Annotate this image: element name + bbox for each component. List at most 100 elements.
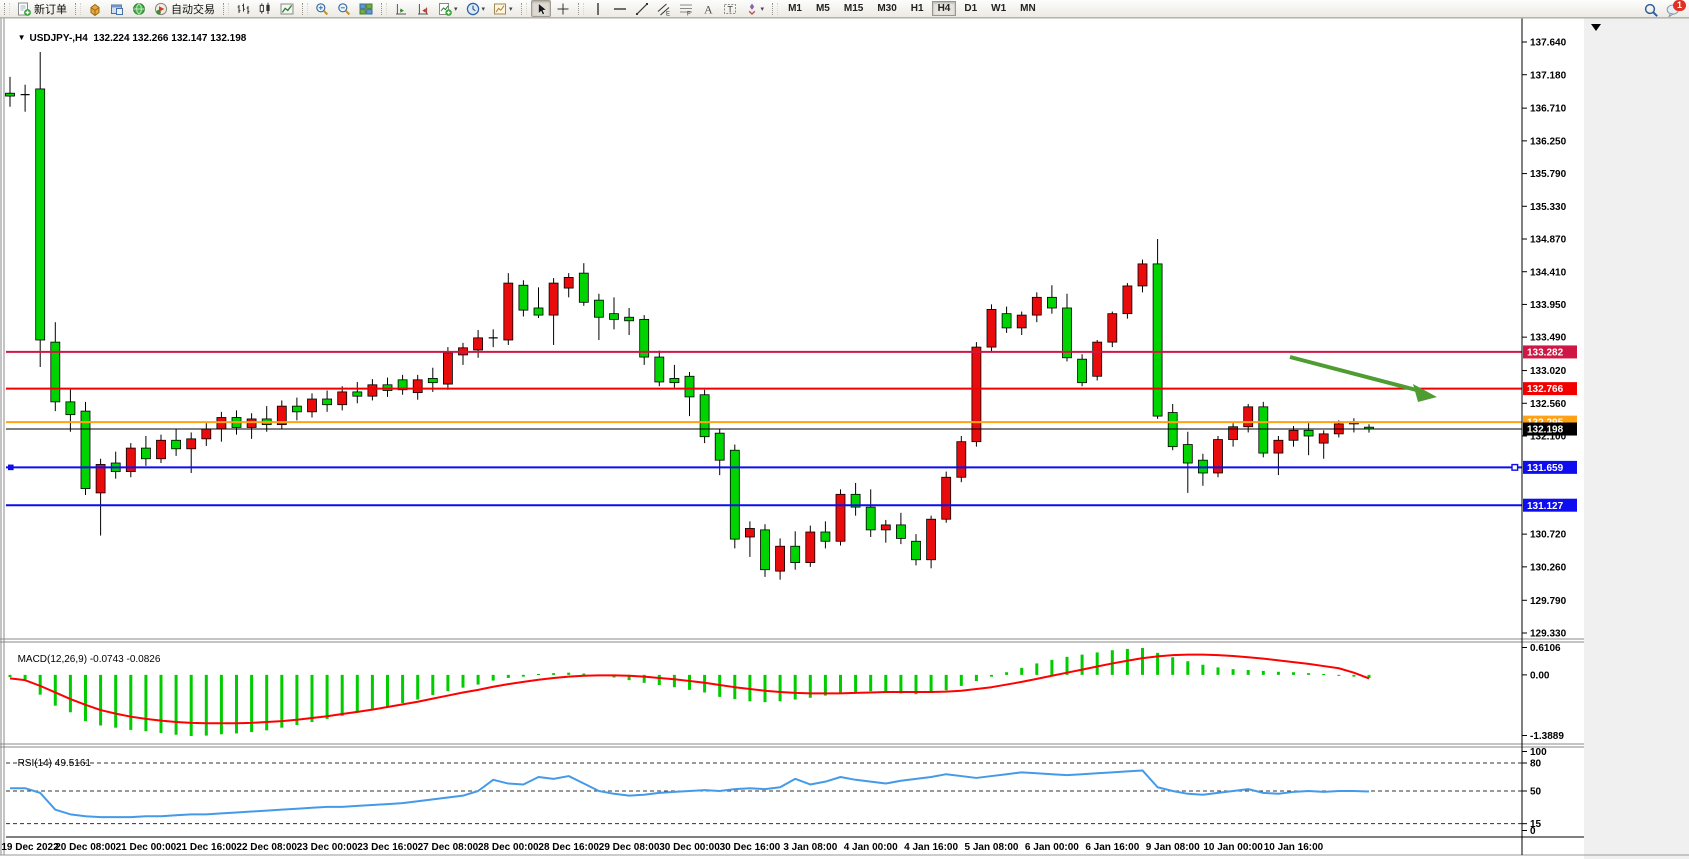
toolbar-zoom-in-button[interactable] <box>312 0 332 17</box>
chart-shift-marker[interactable] <box>1591 24 1601 31</box>
toolbar-group-grip <box>772 2 779 15</box>
toolbar-auto-trading-button[interactable]: 自动交易 <box>151 0 218 17</box>
window-icon <box>111 4 123 15</box>
support-line-upper-handle-left[interactable] <box>8 464 14 471</box>
toolbar-crosshair-button[interactable] <box>553 0 573 17</box>
chevron-down-icon[interactable]: ▼ <box>17 33 26 42</box>
toolbar-auto-trading-label: 自动交易 <box>171 3 215 16</box>
auto-scroll-icon <box>396 3 406 14</box>
chevron-down-icon[interactable]: ▾ <box>509 5 513 13</box>
macd-histogram-bar <box>295 674 299 726</box>
toolbar-line-chart-mode-button[interactable] <box>277 0 297 17</box>
down-trend-arrow[interactable] <box>1289 355 1425 394</box>
candle-body <box>1152 263 1163 417</box>
toolbar-vertical-line-tool-button[interactable] <box>588 0 608 17</box>
toolbar-text-tool-button[interactable]: A <box>698 0 718 17</box>
timeframe-M30-button[interactable]: M30 <box>877 3 897 14</box>
macd-histogram-bar <box>552 673 556 675</box>
toolbar-templates-button[interactable]: ▾ <box>490 0 516 17</box>
toolbar-market-window-button[interactable] <box>107 0 127 17</box>
price-tick-label: 130.260 <box>1530 562 1567 573</box>
chevron-down-icon[interactable]: ▾ <box>481 5 486 13</box>
notification-badge: 1 <box>1673 0 1686 11</box>
macd-histogram-bar <box>355 674 359 713</box>
support-line-upper-handle-right[interactable] <box>1511 463 1519 471</box>
candle-body <box>563 277 574 289</box>
timeframe-M1-button[interactable]: M1 <box>788 3 802 14</box>
macd-histogram-bar <box>990 674 993 677</box>
toolbar-periods-button[interactable]: ▾ <box>463 0 489 17</box>
candle-body <box>1318 433 1329 444</box>
resistance-line-lower-price-tag-label: 132.766 <box>1527 384 1564 395</box>
toolbar-search-button[interactable] <box>1641 1 1661 18</box>
candle-body <box>699 394 710 438</box>
chevron-down-icon[interactable]: ▾ <box>760 5 765 13</box>
toolbar-group-grip <box>577 2 584 15</box>
toolbar-bar-chart-mode-button[interactable] <box>233 0 253 17</box>
toolbar-horizontal-line-tool-button[interactable] <box>610 0 630 17</box>
macd-indicator-label: MACD(12,26,9) -0.0743 -0.0826 <box>12 643 161 665</box>
toolbar-zoom-out-button[interactable] <box>334 0 354 17</box>
toolbar-chat-button[interactable]: 1 <box>1663 0 1686 18</box>
time-axis-label: 4 Jan 00:00 <box>844 842 898 853</box>
svg-text:T: T <box>727 4 733 14</box>
macd-histogram-bar <box>1035 663 1039 675</box>
timeframe-M15-button[interactable]: M15 <box>843 3 864 14</box>
toolbar-trend-line-tool-button[interactable] <box>632 0 652 17</box>
toolbar-equidistant-channel-tool-button[interactable]: E <box>654 0 674 17</box>
timeframe-H1-button[interactable]: H1 <box>910 3 924 14</box>
toolbar-auto-scroll-button[interactable] <box>391 0 411 17</box>
timeframe-MN-button[interactable]: MN <box>1020 3 1036 14</box>
candle-body <box>140 447 151 460</box>
toolbar-new-order-button[interactable]: 新订单 <box>14 0 70 17</box>
toolbar-candle-chart-mode-button[interactable] <box>255 0 275 17</box>
rsi-tick-label: 15 <box>1530 819 1542 830</box>
candle-body <box>291 405 302 413</box>
macd-histogram-bar <box>506 674 510 678</box>
timeframe-M5-button[interactable]: M5 <box>815 3 830 14</box>
price-tick-label: 136.710 <box>1530 104 1567 115</box>
toolbar-news-feed-button[interactable] <box>129 0 149 17</box>
candle-body <box>171 439 182 450</box>
timeframe-W1-button[interactable]: W1 <box>991 3 1007 14</box>
toolbar-cursor-button[interactable] <box>530 0 551 17</box>
chart-quote-header[interactable]: ▼ USDJPY-,H4 132.224 132.266 132.147 132.… <box>12 22 247 44</box>
macd-histogram-bar <box>808 674 812 698</box>
toolbar-text-label-tool-button[interactable]: T <box>720 0 740 17</box>
candle-body <box>80 410 91 490</box>
tile-windows-icon <box>359 3 373 14</box>
candle-body <box>276 405 287 426</box>
candle-body <box>1031 296 1042 316</box>
toolbar-fibonacci-tool-button[interactable]: F <box>676 0 696 17</box>
candle-body <box>880 524 891 531</box>
timeframe-D1-button[interactable]: D1 <box>964 3 978 14</box>
macd-histogram-bar <box>159 674 163 733</box>
price-tick-label: 136.250 <box>1530 136 1567 147</box>
rsi-tick-label: 100 <box>1530 747 1547 758</box>
cursor-icon <box>537 2 547 15</box>
candle-body <box>1167 412 1178 448</box>
toolbar-styles-button[interactable] <box>85 0 105 17</box>
chevron-down-icon[interactable]: ▾ <box>454 5 458 13</box>
chart-shift-icon <box>418 3 428 14</box>
search-icon <box>1644 3 1658 17</box>
line-chart-icon <box>280 3 294 14</box>
toolbar-arrows-tool-button[interactable]: ▾ <box>742 0 768 17</box>
svg-text:E: E <box>666 11 670 16</box>
macd-values: -0.0743 -0.0826 <box>89 654 161 665</box>
timeframe-H4-button[interactable]: H4 <box>931 1 957 16</box>
toolbar-indicators-button[interactable]: ▾ <box>435 0 461 17</box>
macd-histogram-bar <box>582 673 586 675</box>
toolbar-chart-shift-button[interactable] <box>413 0 433 17</box>
candle-body <box>246 418 257 428</box>
candle-body <box>186 438 197 450</box>
candle-body <box>624 316 634 322</box>
time-axis-label: 30 Dec 16:00 <box>720 842 781 853</box>
down-trend-arrow-head[interactable] <box>1413 384 1437 402</box>
price-tick-label: 129.790 <box>1530 596 1567 607</box>
macd-histogram-bar <box>823 674 827 696</box>
trend-line-icon <box>635 2 648 15</box>
right-gutter <box>1584 18 1689 859</box>
toolbar-tile-windows-button[interactable] <box>356 0 376 17</box>
